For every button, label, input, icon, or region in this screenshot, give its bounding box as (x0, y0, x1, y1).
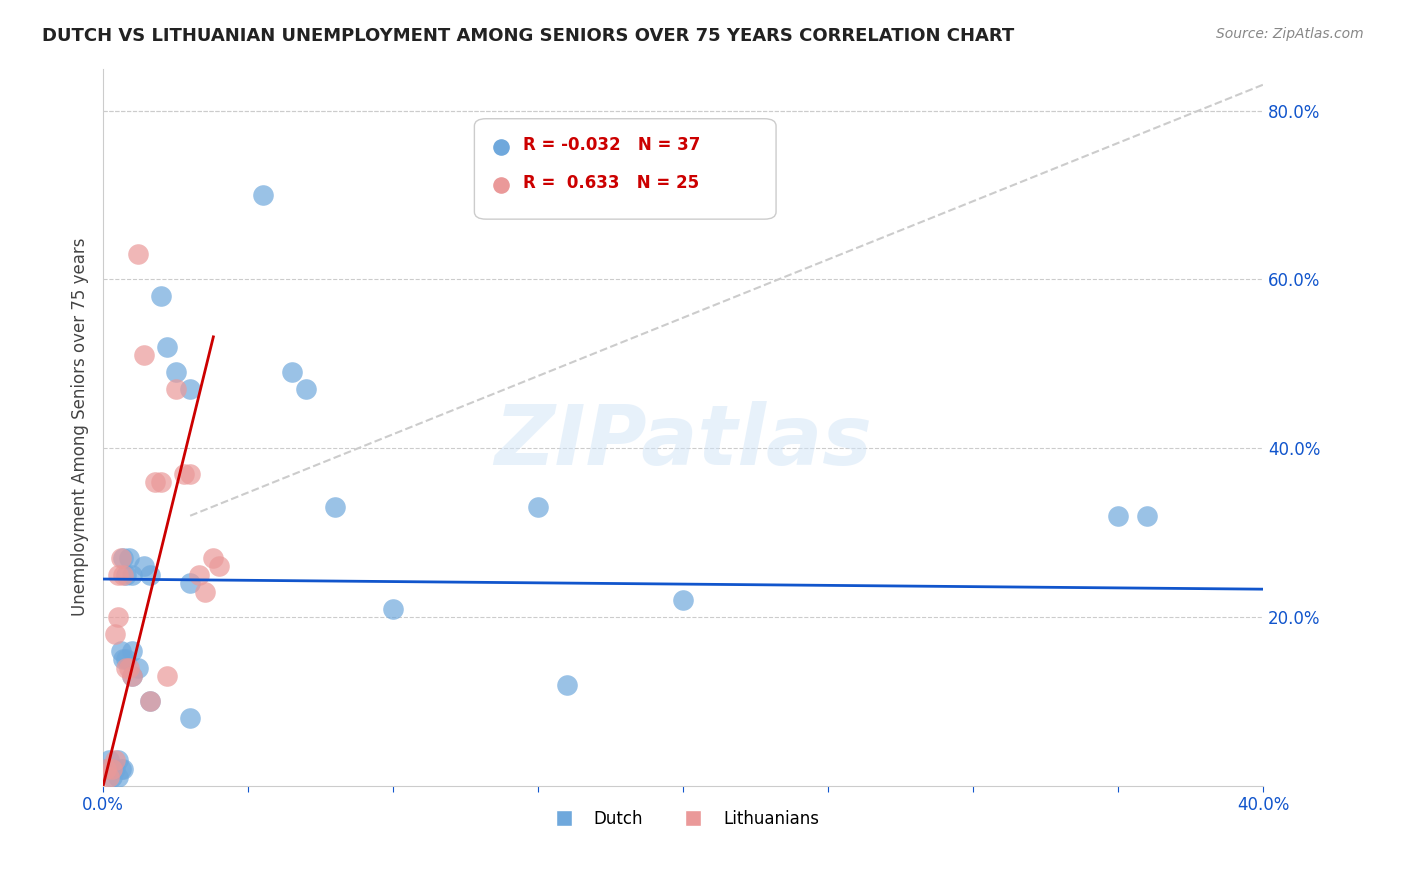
Point (527, 500, 550, 515)
Point (179, 711, 201, 725)
Point (382, 601, 405, 615)
Point (132, 559, 155, 574)
Point (150, 475, 173, 489)
Point (179, 382, 201, 396)
Point (115, 567, 138, 582)
Point (179, 467, 201, 481)
Point (156, 340, 179, 354)
Point (110, 644, 132, 658)
Point (107, 610, 129, 624)
Point (110, 551, 132, 566)
Point (1107, 508, 1129, 523)
Point (138, 694, 160, 708)
Point (107, 754, 129, 768)
Point (165, 382, 187, 396)
Point (115, 660, 138, 674)
Point (252, 188, 274, 202)
Point (280, 365, 302, 379)
Point (115, 652, 138, 666)
Point (94, 762, 117, 776)
Point (143, 475, 166, 489)
Point (202, 551, 225, 566)
Point (173, 467, 195, 481)
Point (112, 762, 135, 776)
Point (112, 652, 135, 666)
Point (179, 576, 201, 591)
Point (118, 660, 141, 674)
Point (101, 770, 124, 784)
Point (121, 669, 143, 683)
Point (101, 762, 124, 776)
Point (94, 762, 117, 776)
Point (208, 559, 231, 574)
Point (104, 627, 127, 641)
Point (110, 762, 132, 776)
Point (97, 754, 120, 768)
Text: R =  0.633   N = 25: R = 0.633 N = 25 (523, 174, 699, 192)
Point (555, 677, 578, 691)
Point (1136, 508, 1159, 523)
Point (104, 754, 127, 768)
Point (112, 567, 135, 582)
Point (107, 770, 129, 784)
Point (132, 348, 155, 362)
Point (104, 762, 127, 776)
Point (156, 669, 179, 683)
Text: Source: ZipAtlas.com: Source: ZipAtlas.com (1216, 27, 1364, 41)
Point (138, 567, 160, 582)
Point (323, 500, 346, 515)
Point (1087, 28, 1109, 42)
Point (138, 694, 160, 708)
Point (121, 669, 143, 683)
Point (121, 567, 143, 582)
Point (118, 551, 141, 566)
Point (165, 365, 187, 379)
Point (127, 660, 149, 674)
Point (127, 247, 149, 261)
Point (295, 382, 318, 396)
Point (150, 289, 173, 303)
Point (194, 584, 217, 599)
Point (187, 567, 209, 582)
Text: DUTCH VS LITHUANIAN UNEMPLOYMENT AMONG SENIORS OVER 75 YEARS CORRELATION CHART: DUTCH VS LITHUANIAN UNEMPLOYMENT AMONG S… (42, 27, 1015, 45)
Point (112, 551, 135, 566)
Point (121, 644, 143, 658)
Text: ZIPatlas: ZIPatlas (495, 401, 872, 482)
Point (107, 567, 129, 582)
Text: R = -0.032   N = 37: R = -0.032 N = 37 (523, 136, 700, 154)
Point (97, 770, 120, 784)
Y-axis label: Unemployment Among Seniors over 75 years: Unemployment Among Seniors over 75 years (72, 238, 89, 616)
FancyBboxPatch shape (474, 119, 776, 219)
Point (1087, 71, 1109, 86)
Legend: Dutch, Lithuanians: Dutch, Lithuanians (540, 804, 825, 835)
Point (672, 593, 695, 607)
